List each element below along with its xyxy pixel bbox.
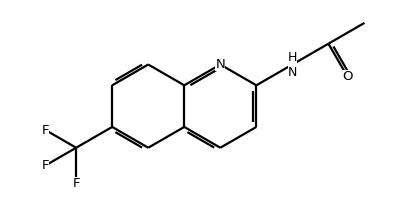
Text: H
N: H N	[287, 50, 297, 78]
Text: F: F	[42, 159, 49, 172]
Text: O: O	[341, 70, 352, 83]
Text: F: F	[72, 177, 80, 190]
Text: F: F	[42, 124, 49, 137]
Text: N: N	[215, 58, 225, 71]
